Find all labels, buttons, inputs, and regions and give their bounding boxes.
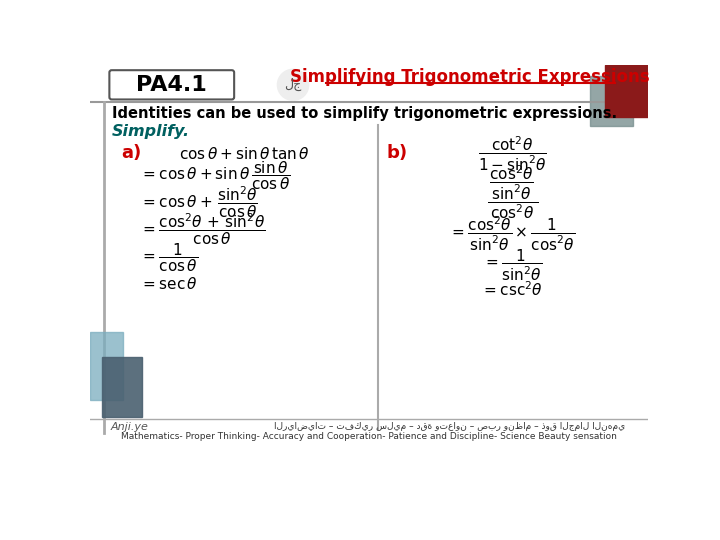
Bar [606,65,648,117]
Text: $= \csc^2\!\theta$: $= \csc^2\!\theta$ [482,280,544,299]
Text: $= \dfrac{\cos^2\!\theta}{\sin^2\!\theta} \times \dfrac{1}{\cos^2\!\theta}$: $= \dfrac{\cos^2\!\theta}{\sin^2\!\theta… [449,215,575,253]
Text: $\dfrac{\,\dfrac{\cos^2\!\theta}{\sin^2\!\theta}\,}{\cos^2\!\theta}$: $\dfrac{\,\dfrac{\cos^2\!\theta}{\sin^2\… [487,163,538,221]
Bar [590,76,632,126]
Text: لج: لج [284,78,302,91]
Text: $= \cos\theta +\, \dfrac{\sin^2\!\theta}{\cos\theta}$: $= \cos\theta +\, \dfrac{\sin^2\!\theta}… [140,184,258,220]
Text: b): b) [386,144,408,163]
Text: Mathematics- Proper Thinking- Accuracy and Cooperation- Patience and Discipline-: Mathematics- Proper Thinking- Accuracy a… [121,432,617,441]
FancyBboxPatch shape [109,70,234,99]
Text: $= \dfrac{1}{\sin^2\!\theta}$: $= \dfrac{1}{\sin^2\!\theta}$ [482,247,542,283]
Text: $= \dfrac{\cos^2\!\theta\,+\,\sin^2\!\theta}{\cos\theta}$: $= \dfrac{\cos^2\!\theta\,+\,\sin^2\!\th… [140,212,266,247]
Bar [90,65,648,99]
Text: $= \dfrac{1}{\cos\theta}$: $= \dfrac{1}{\cos\theta}$ [140,242,199,274]
Text: Simplifying Trigonometric Expressions: Simplifying Trigonometric Expressions [290,68,649,86]
Text: $= \sec\theta$: $= \sec\theta$ [140,276,198,292]
Circle shape [277,70,309,100]
Text: $\dfrac{\cot^2\!\theta}{1 - \sin^2\!\theta}$: $\dfrac{\cot^2\!\theta}{1 - \sin^2\!\the… [478,135,547,173]
Text: الرياضيات – تفكير سليم – دقة وتعاون – صبر ونظام – ذوق الجمال النهمي: الرياضيات – تفكير سليم – دقة وتعاون – صب… [274,422,625,431]
Bar [90,332,122,400]
Text: PA4.1: PA4.1 [136,75,207,95]
Text: Simplify.: Simplify. [112,124,190,139]
Text: Anji.ye: Anji.ye [110,422,148,431]
Text: Identities can be used to simplify trigonometric expressions.: Identities can be used to simplify trigo… [112,106,617,121]
Text: $= \cos\theta + \sin\theta\,\dfrac{\sin\theta}{\cos\theta}$: $= \cos\theta + \sin\theta\,\dfrac{\sin\… [140,159,291,192]
Text: a): a) [121,144,141,163]
Bar [102,357,142,417]
Text: $\cos\theta + \sin\theta\,\tan\theta$: $\cos\theta + \sin\theta\,\tan\theta$ [179,146,310,162]
